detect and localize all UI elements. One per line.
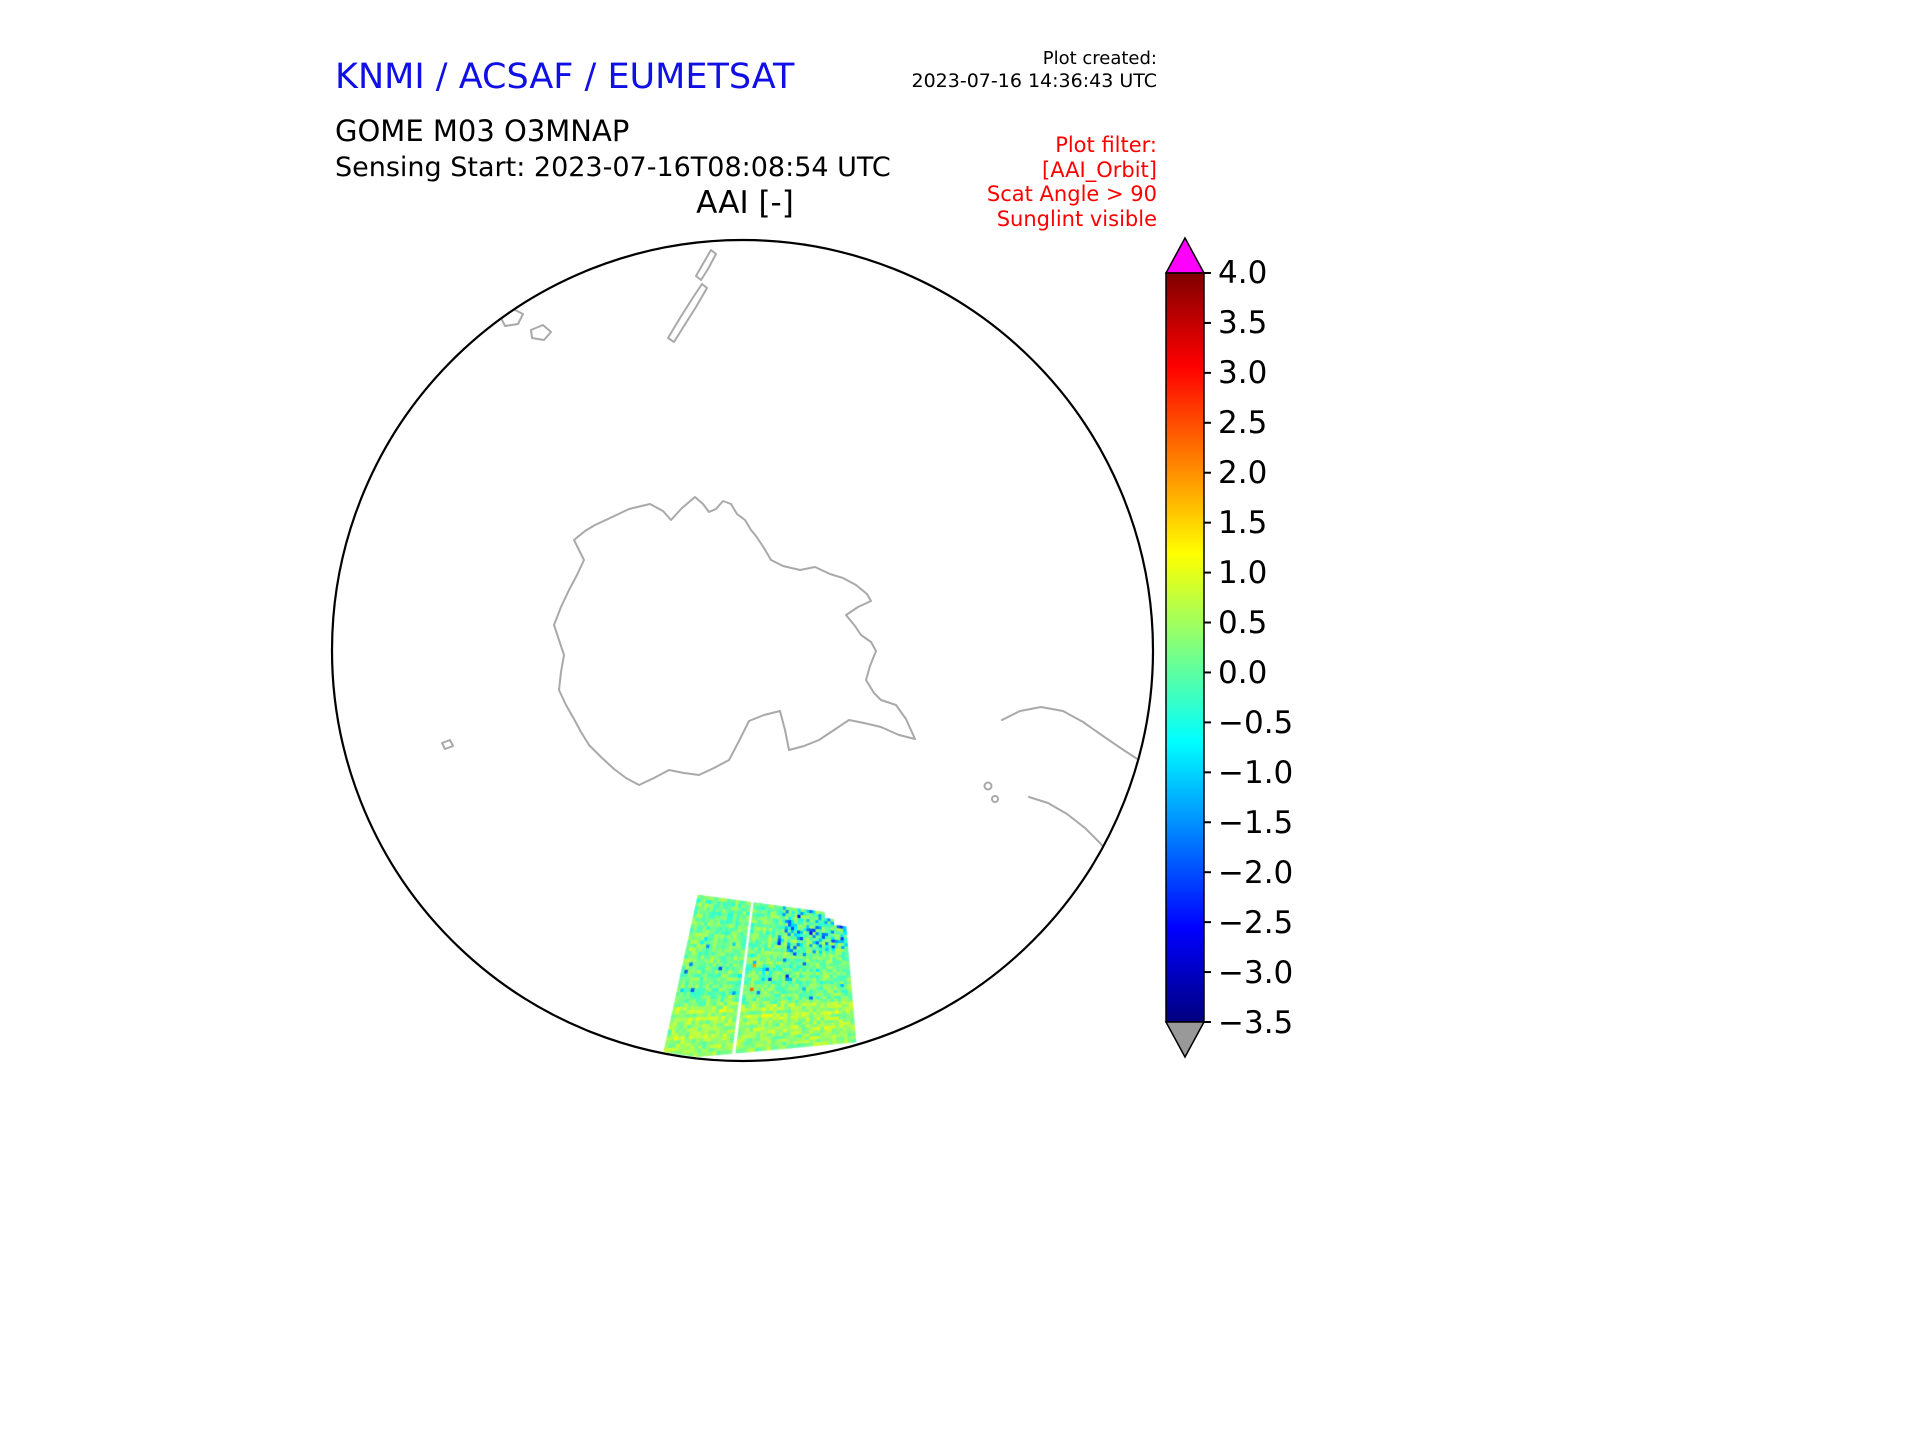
colorbar-tick-label: 0.0 <box>1218 655 1268 691</box>
sensing-start: Sensing Start: 2023-07-16T08:08:54 UTC <box>335 152 891 183</box>
colorbar-tick-label: 2.5 <box>1218 405 1268 441</box>
small-island-coastline <box>530 324 552 341</box>
south-america-coastline-lower <box>1028 796 1123 870</box>
plot-filter-line-1: [AAI_Orbit] <box>1042 157 1157 182</box>
plot-filter-line-3: Sunglint visible <box>996 206 1157 231</box>
subantarctic-island <box>991 795 999 803</box>
plot-filter-line-2: Scat Angle > 90 <box>986 182 1157 206</box>
colorbar-tick-labels: 4.0 3.5 3.0 2.5 2.0 1.5 1.0 0.5 0.0 −0.5 −1.0 −1.5 −… <box>1218 248 1348 1048</box>
colorbar-tick-label: 3.5 <box>1218 305 1268 341</box>
colorbar-tick-label: −3.5 <box>1218 1005 1294 1041</box>
product-title: GOME M03 O3MNAP <box>335 114 630 148</box>
polar-map <box>330 238 1155 1063</box>
agency-title: KNMI / ACSAF / EUMETSAT <box>335 57 795 97</box>
colorbar-tick-label: −1.0 <box>1218 755 1294 791</box>
plot-created-value: 2023-07-16 14:36:43 UTC <box>911 70 1158 92</box>
plot-created-label: Plot created: <box>1042 48 1157 69</box>
map-boundary-circle <box>330 238 1155 1063</box>
antarctica-coastline <box>553 496 916 786</box>
colorbar-tick-label: 2.0 <box>1218 455 1268 491</box>
colorbar-ticks <box>1204 272 1211 1023</box>
colorbar-under-arrow <box>1164 1021 1206 1059</box>
colorbar-gradient-bar <box>1165 272 1205 1023</box>
south-america-coastline-upper <box>1001 706 1143 763</box>
colorbar-tick-label: −1.5 <box>1218 805 1294 841</box>
colorbar-tick-label: 1.5 <box>1218 505 1268 541</box>
plot-title: AAI [-] <box>696 185 794 221</box>
colorbar <box>1164 236 1211 1059</box>
colorbar-tick-label: 3.0 <box>1218 355 1268 391</box>
colorbar-tick-label: −2.0 <box>1218 855 1294 891</box>
heard-island-coastline <box>441 739 454 750</box>
plot-filter-label: Plot filter: <box>1055 133 1157 157</box>
plot-created-block: Plot created: 2023-07-16 14:36:43 UTC <box>912 48 1158 93</box>
colorbar-tick-label: −0.5 <box>1218 705 1294 741</box>
colorbar-tick-label: 4.0 <box>1218 255 1268 291</box>
colorbar-over-arrow <box>1164 236 1206 274</box>
aai-swath-heatmap <box>330 238 1155 1063</box>
new-zealand-north-island-coastline <box>695 249 717 281</box>
plot-filter-block: Plot filter: [AAI_Orbit] Scat Angle > 90… <box>987 133 1157 231</box>
colorbar-tick-label: −2.5 <box>1218 905 1294 941</box>
colorbar-tick-label: 1.0 <box>1218 555 1268 591</box>
new-zealand-south-island-coastline <box>667 283 708 343</box>
colorbar-tick-label: 0.5 <box>1218 605 1268 641</box>
subantarctic-island <box>983 781 993 791</box>
colorbar-tick-label: −3.0 <box>1218 955 1294 991</box>
